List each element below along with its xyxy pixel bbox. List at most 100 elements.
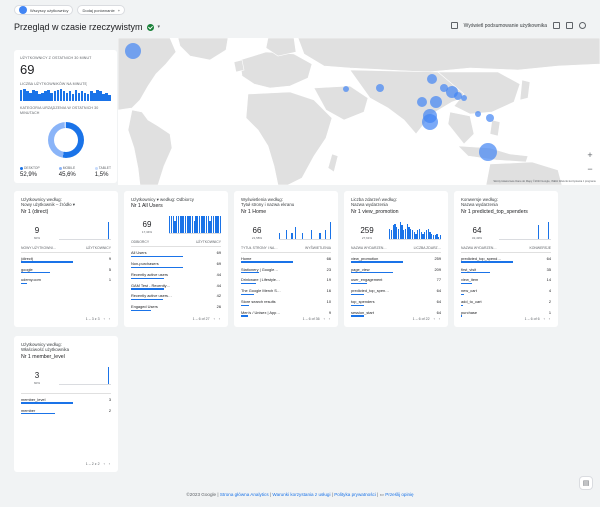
location-bubble[interactable]	[486, 114, 494, 122]
column-dimension[interactable]: Nowy użytkowni…	[21, 245, 57, 250]
table-row[interactable]: All Users 69	[131, 247, 221, 258]
card-sparkline[interactable]	[59, 221, 111, 240]
table-row[interactable]: Recently active users… 42	[131, 291, 221, 302]
card-dimension-label[interactable]: Użytkownicy według:	[21, 197, 62, 202]
location-bubble[interactable]	[427, 74, 437, 84]
footer-feedback-link[interactable]: Prześlij opinię	[385, 492, 414, 497]
footer-privacy-link[interactable]: Polityka prywatności	[334, 492, 376, 497]
prev-page-icon[interactable]: ‹	[103, 317, 105, 321]
table-row[interactable]: user_engagement 77	[351, 274, 441, 285]
table-row[interactable]: view_promotion 259	[351, 253, 441, 264]
column-dimension[interactable]: Tytuł strony i na…	[241, 245, 278, 250]
next-page-icon[interactable]: ›	[548, 317, 550, 321]
card-sparkline[interactable]	[499, 221, 551, 240]
next-page-icon[interactable]: ›	[328, 317, 330, 321]
next-page-icon[interactable]: ›	[218, 317, 220, 321]
table-row[interactable]: udemy.com 1	[21, 274, 111, 285]
user-snapshot-button[interactable]: Wyświetl podsumowanie użytkownika	[463, 22, 547, 29]
table-row[interactable]: Non-purchasers 69	[131, 258, 221, 269]
table-row[interactable]: Drinkware | Lifestyle… 19	[241, 274, 331, 285]
table-row[interactable]: session_start 64	[351, 307, 441, 318]
column-metric[interactable]: Liczba zdarz…	[413, 245, 441, 250]
card-dimension-label[interactable]: Liczba zdarzeń według:	[351, 197, 397, 202]
location-bubble[interactable]	[343, 86, 349, 92]
card-dimension-label[interactable]: Użytkownicy ▾ według: Odbiorcy	[131, 197, 194, 202]
location-bubble[interactable]	[475, 111, 481, 117]
card-sparkline[interactable]	[279, 221, 331, 240]
card-sparkline[interactable]	[389, 221, 441, 240]
table-row[interactable]: member 2	[21, 405, 111, 416]
next-page-icon[interactable]: ›	[438, 317, 440, 321]
users-per-minute-label: Liczba użytkowników na minutę	[20, 82, 87, 86]
card-sparkline[interactable]	[169, 216, 221, 235]
zoom-in-button[interactable]: +	[587, 150, 593, 160]
footer-home-link[interactable]: Strona główna Analytics	[219, 492, 269, 497]
location-bubble[interactable]	[454, 92, 462, 100]
card-sparkline[interactable]	[59, 366, 111, 385]
table-row[interactable]: first_visit 35	[461, 264, 551, 275]
chevron-down-icon[interactable]: ▾	[157, 24, 161, 30]
column-metric[interactable]: Użytkownicy	[85, 245, 111, 250]
card-dimension-sublabel[interactable]: Nazwa wydarzenia	[461, 202, 498, 208]
table-row[interactable]: Engaged Users 26	[131, 301, 221, 312]
column-metric[interactable]: Konwersje	[529, 245, 551, 250]
column-dimension[interactable]: Nazwa wydarzen…	[351, 245, 387, 250]
table-row[interactable]: page_view 209	[351, 264, 441, 275]
users-per-minute-chart[interactable]	[20, 89, 111, 101]
table-row[interactable]: Recently active users 44	[131, 269, 221, 280]
table-row[interactable]: (direct) 9	[21, 253, 111, 264]
column-metric[interactable]: Użytkownicy	[195, 240, 221, 245]
table-row[interactable]: predicted_top_spend… 64	[461, 253, 551, 264]
fullscreen-icon[interactable]	[553, 22, 560, 29]
card-dimension-sublabel[interactable]: Nowy użytkownik – źródło ▾	[21, 202, 75, 208]
zoom-out-button[interactable]: −	[587, 164, 593, 174]
footer-terms-link[interactable]: Warunki korzystania z usługi	[272, 492, 331, 497]
realtime-map[interactable]: Skróty klawiszowe Dane do Mapy ©2023 Goo…	[118, 38, 600, 185]
table-row[interactable]: purchase 1	[461, 307, 551, 318]
column-dimension[interactable]: Odbiorcy	[131, 240, 150, 245]
table-row[interactable]: view_item 14	[461, 274, 551, 285]
table-row[interactable]: Men's / Unisex | App… 9	[241, 307, 331, 318]
card-dimension-label[interactable]: Wyświetlenia według:	[241, 197, 283, 202]
prev-page-icon[interactable]: ‹	[433, 317, 435, 321]
card-dimension-sublabel[interactable]: Nazwa wydarzenia	[351, 202, 388, 208]
chat-feedback-button[interactable]: ▤	[579, 476, 593, 490]
device-donut-chart[interactable]	[47, 122, 84, 158]
table-row[interactable]: GAM Test - Recently… 44	[131, 280, 221, 291]
add-comparison-button[interactable]: Dodaj porównanie +	[77, 5, 126, 15]
prev-page-icon[interactable]: ‹	[543, 317, 545, 321]
share-icon[interactable]	[579, 22, 586, 29]
prev-page-icon[interactable]: ‹	[323, 317, 325, 321]
table-row[interactable]: top_spenders 64	[351, 296, 441, 307]
card-dimension-sublabel[interactable]: Właściwość użytkownika	[21, 347, 70, 353]
location-bubble[interactable]	[376, 84, 384, 92]
sparkline-bar	[417, 230, 419, 239]
table-row[interactable]: google 5	[21, 264, 111, 275]
customize-report-icon[interactable]	[566, 22, 573, 29]
table-row[interactable]: Home 66	[241, 253, 331, 264]
table-row[interactable]: add_to_cart 2	[461, 296, 551, 307]
table-row[interactable]: member_level 3	[21, 394, 111, 405]
column-dimension[interactable]: Nazwa wydarzen…	[461, 245, 497, 250]
segment-chip-all-users[interactable]: Wszyscy użytkownicy	[14, 5, 74, 15]
location-bubble[interactable]	[430, 96, 442, 108]
prev-page-icon[interactable]: ‹	[213, 317, 215, 321]
prev-page-icon[interactable]: ‹	[103, 462, 105, 466]
next-page-icon[interactable]: ›	[108, 317, 110, 321]
card-dimension-label[interactable]: Użytkownicy według:	[21, 342, 62, 347]
table-row[interactable]: The Google Merch S… 16	[241, 285, 331, 296]
location-bubble[interactable]	[125, 43, 141, 59]
location-bubble[interactable]	[461, 95, 467, 101]
location-bubble[interactable]	[479, 143, 497, 161]
card-dimension-sublabel[interactable]: Tytuł strony i nazwa ekranu	[241, 202, 295, 208]
column-metric[interactable]: Wyświetlenia	[305, 245, 331, 250]
location-bubble[interactable]	[417, 97, 427, 107]
next-page-icon[interactable]: ›	[108, 462, 110, 466]
table-row[interactable]: predicted_top_spen… 64	[351, 285, 441, 296]
table-row[interactable]: Store search results 10	[241, 296, 331, 307]
location-bubble[interactable]	[440, 84, 448, 92]
table-row[interactable]: new_cart 4	[461, 285, 551, 296]
table-row[interactable]: Stationery | Google… 23	[241, 264, 331, 275]
location-bubble[interactable]	[422, 114, 438, 130]
card-dimension-label[interactable]: Konwersje według:	[461, 197, 498, 202]
